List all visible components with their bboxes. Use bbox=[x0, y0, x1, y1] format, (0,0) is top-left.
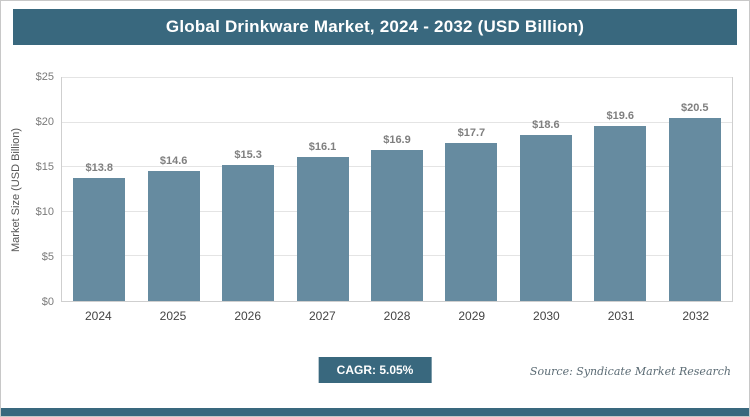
bar bbox=[296, 157, 349, 301]
y-tick-label: $15 bbox=[35, 161, 54, 173]
x-axis-labels: 2024 2025 2026 2027 2028 2029 2030 2031 2032 bbox=[61, 309, 733, 331]
bar-value-label: $14.6 bbox=[159, 154, 188, 167]
x-axis-label: 2028 bbox=[383, 309, 411, 323]
source-attribution: Source: Syndicate Market Research bbox=[529, 365, 731, 378]
plot-column: $13.8 $14.6 $15.3 $16.1 $16.9 $17.7 $18.6 $19.6… bbox=[61, 77, 733, 331]
x-axis-label: 2031 bbox=[607, 309, 635, 323]
x-axis-label: 2032 bbox=[682, 309, 710, 323]
x-axis-label: 2030 bbox=[533, 309, 560, 323]
bar-value-label: $13.8 bbox=[85, 161, 113, 174]
bar bbox=[594, 126, 647, 301]
gridline bbox=[62, 121, 732, 123]
x-axis-label: 2024 bbox=[84, 309, 112, 323]
bar bbox=[73, 177, 126, 301]
bar-group: $14.6 bbox=[136, 78, 210, 301]
bar bbox=[668, 118, 721, 301]
plot-area: $13.8 $14.6 $15.3 $16.1 $16.9 $17.7 $18.6 $19.6… bbox=[61, 77, 733, 302]
bar-group: $16.9 bbox=[360, 78, 434, 301]
y-axis-title: Market Size (USD Billion) bbox=[10, 127, 22, 252]
bar-group: $13.8 bbox=[62, 78, 136, 301]
bar-value-label: $17.7 bbox=[457, 127, 486, 140]
x-axis-label: 2027 bbox=[309, 309, 336, 323]
chart-title: Global Drinkware Market, 2024 - 2032 (US… bbox=[165, 17, 585, 36]
bar-value-label: $18.6 bbox=[532, 119, 560, 132]
bar bbox=[519, 135, 572, 301]
chart-footer: CAGR: 5.05% Source: Syndicate Market Res… bbox=[1, 345, 749, 401]
x-axis-label: 2026 bbox=[234, 309, 262, 323]
bar bbox=[147, 170, 200, 301]
bar-value-label: $19.6 bbox=[606, 110, 635, 123]
y-tick-label: $20 bbox=[35, 116, 54, 128]
y-axis-ticks: $0 $5 $10 $15 $20 $25 bbox=[25, 71, 61, 308]
bar-group: $19.6 bbox=[583, 78, 657, 301]
bar-value-label: $20.5 bbox=[680, 102, 709, 115]
bars: $13.8 $14.6 $15.3 $16.1 $16.9 $17.7 $18.6 $19.6… bbox=[62, 78, 732, 301]
cagr-badge: CAGR: 5.05% bbox=[318, 357, 432, 383]
bar-group: $16.1 bbox=[285, 78, 359, 301]
bottom-accent-strip bbox=[1, 408, 749, 416]
bar bbox=[370, 150, 423, 301]
y-tick-label: $0 bbox=[41, 296, 54, 308]
chart-title-bar: Global Drinkware Market, 2024 - 2032 (US… bbox=[13, 9, 737, 45]
bar-group: $17.7 bbox=[434, 78, 508, 301]
bar-group: $20.5 bbox=[658, 78, 732, 301]
y-tick-label: $5 bbox=[41, 251, 54, 263]
x-axis-label: 2029 bbox=[458, 309, 486, 323]
x-axis-label: 2025 bbox=[159, 309, 187, 323]
bar-value-label: $16.1 bbox=[308, 141, 337, 154]
bar-value-label: $15.3 bbox=[234, 148, 262, 161]
bar bbox=[445, 143, 498, 301]
bar-value-label: $16.9 bbox=[383, 134, 411, 147]
bar-group: $15.3 bbox=[211, 78, 285, 301]
bar-group: $18.6 bbox=[509, 78, 583, 301]
y-tick-label: $25 bbox=[35, 71, 54, 83]
bar bbox=[222, 164, 275, 301]
chart-area: Market Size (USD Billion) $0 $5 $10 $15 $20 $… bbox=[9, 71, 733, 331]
y-tick-label: $10 bbox=[35, 206, 54, 218]
gridline bbox=[62, 77, 732, 78]
